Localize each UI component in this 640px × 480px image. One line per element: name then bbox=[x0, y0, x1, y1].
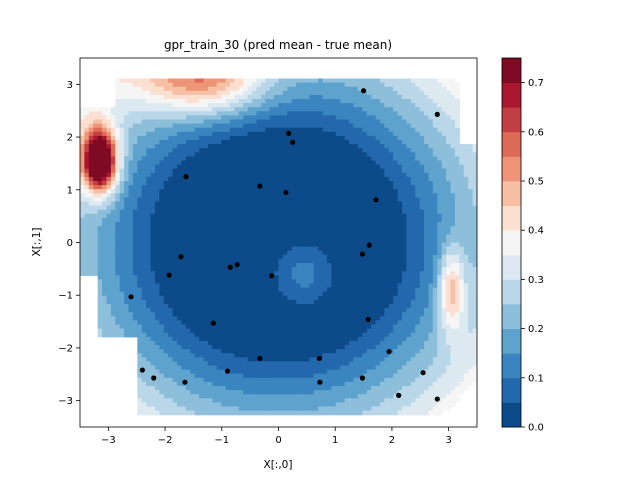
training-point bbox=[396, 392, 402, 398]
colorbar-swatch bbox=[502, 353, 521, 379]
training-point bbox=[128, 294, 134, 300]
colorbar-swatch bbox=[502, 279, 521, 305]
y-axis-ticks: −3 −2 −1 0 1 2 3 bbox=[58, 80, 80, 407]
training-point bbox=[434, 396, 440, 402]
training-point bbox=[151, 375, 157, 381]
y-tick-label: −1 bbox=[58, 291, 73, 302]
colorbar-swatch bbox=[502, 58, 521, 83]
training-point bbox=[365, 316, 371, 323]
contour-fill-area bbox=[80, 78, 477, 416]
training-point bbox=[359, 251, 366, 257]
x-tick-label: −3 bbox=[101, 435, 116, 446]
colorbar-tick-label: 0.7 bbox=[528, 78, 544, 89]
colorbar-swatch bbox=[502, 254, 521, 280]
colorbar-tick-label: 0.4 bbox=[528, 226, 544, 237]
colorbar-tick-label: 0.1 bbox=[528, 373, 544, 384]
training-point bbox=[373, 197, 379, 203]
training-point bbox=[224, 368, 231, 374]
colorbar-tick-label: 0.3 bbox=[528, 275, 544, 286]
colorbar bbox=[501, 57, 522, 428]
colorbar-swatch bbox=[502, 402, 521, 428]
colorbar-swatch bbox=[502, 131, 521, 157]
colorbar-swatch bbox=[502, 230, 521, 256]
x-tick-label: −1 bbox=[214, 435, 229, 446]
colorbar-tick-label: 0.0 bbox=[528, 423, 544, 434]
training-point bbox=[317, 379, 323, 385]
colorbar-swatch bbox=[502, 181, 521, 206]
y-tick-label: 0 bbox=[67, 238, 73, 249]
training-point bbox=[290, 139, 296, 145]
training-point bbox=[234, 262, 240, 268]
colorbar-swatch bbox=[502, 107, 521, 133]
training-point bbox=[366, 242, 372, 248]
training-point bbox=[178, 254, 184, 260]
training-point bbox=[182, 379, 188, 385]
x-tick-label: 1 bbox=[332, 435, 338, 446]
training-points bbox=[128, 88, 440, 402]
y-tick-label: 1 bbox=[67, 185, 73, 196]
x-tick-label: −2 bbox=[158, 435, 173, 446]
colorbar-swatch bbox=[502, 377, 521, 403]
training-point bbox=[210, 320, 216, 326]
training-point bbox=[434, 111, 440, 118]
training-point bbox=[227, 264, 233, 270]
training-point bbox=[183, 174, 189, 180]
x-axis-ticks: −3 −2 −1 0 1 2 3 bbox=[101, 427, 452, 446]
colorbar-swatch bbox=[502, 205, 521, 231]
colorbar-tick-label: 0.5 bbox=[528, 177, 544, 188]
y-tick-label: 3 bbox=[67, 80, 73, 91]
colorbar-tick-label: 0.6 bbox=[528, 127, 544, 138]
training-point bbox=[420, 370, 426, 376]
colorbar-tick-label: 0.2 bbox=[528, 324, 544, 335]
training-point bbox=[283, 189, 289, 196]
y-tick-label: −2 bbox=[58, 343, 73, 354]
x-tick-label: 3 bbox=[445, 435, 451, 446]
training-point bbox=[269, 273, 275, 279]
training-point bbox=[257, 183, 263, 189]
training-point bbox=[257, 355, 263, 362]
colorbar-ticks: 0.0 0.1 0.2 0.3 0.4 0.5 0.6 0.7 bbox=[521, 78, 544, 434]
training-point bbox=[166, 272, 172, 278]
y-axis-label: X[:,1] bbox=[31, 228, 43, 257]
training-point bbox=[286, 130, 292, 136]
y-tick-label: 2 bbox=[67, 133, 73, 144]
colorbar-swatch bbox=[502, 156, 521, 182]
training-point bbox=[386, 349, 392, 355]
colorbar-swatch bbox=[502, 328, 521, 354]
chart-title: gpr_train_30 (pred mean - true mean) bbox=[164, 38, 392, 52]
x-tick-label: 2 bbox=[389, 435, 395, 446]
training-point bbox=[360, 88, 367, 94]
y-tick-label: −3 bbox=[58, 396, 73, 407]
colorbar-swatch bbox=[502, 304, 521, 329]
training-point bbox=[316, 355, 322, 362]
x-tick-label: 0 bbox=[275, 435, 281, 446]
training-point bbox=[359, 375, 366, 381]
colorbar-swatch bbox=[502, 82, 521, 108]
x-axis-label: X[:,0] bbox=[264, 459, 293, 471]
training-point bbox=[139, 367, 145, 373]
